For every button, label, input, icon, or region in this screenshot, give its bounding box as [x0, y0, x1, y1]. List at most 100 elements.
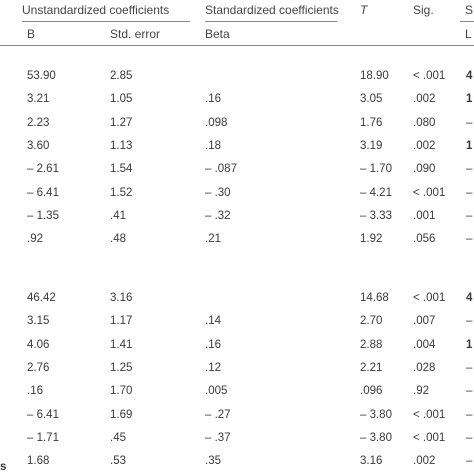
- header-col-b: B: [27, 27, 36, 41]
- cell-beta: .12: [205, 361, 221, 374]
- cell-std-error: 1.13: [110, 139, 133, 152]
- cell-t: 1.92: [360, 233, 383, 246]
- cell-edge: 4: [466, 292, 473, 304]
- cell-std-error: 1.69: [110, 408, 133, 421]
- cell-t: 3.16: [360, 455, 383, 468]
- cell-b: 2.76: [27, 361, 50, 374]
- cell-t: 1.76: [360, 116, 383, 129]
- cell-t: – 3.33: [360, 209, 392, 222]
- cell-t: – 3.80: [360, 408, 392, 421]
- cell-t: 2.88: [360, 338, 383, 351]
- cell-b: 2.23: [27, 116, 50, 129]
- cell-std-error: 1.54: [110, 163, 133, 176]
- cell-b: – 1.35: [27, 209, 59, 222]
- cell-sig: .002: [413, 455, 436, 468]
- header-standardized-coefficients: Standardized coefficients: [205, 3, 339, 17]
- cell-beta: .21: [205, 233, 221, 246]
- cell-edge: 1: [466, 93, 473, 106]
- cell-std-error: 2.85: [110, 70, 133, 82]
- cell-sig: < .001: [413, 431, 446, 444]
- cell-edge: 1: [466, 338, 473, 351]
- cell-edge: –: [466, 233, 473, 246]
- cell-t: – 4.21: [360, 186, 392, 199]
- header-edge-top: S: [465, 3, 474, 17]
- cell-std-error: .45: [110, 431, 126, 444]
- cell-b: 1.68: [27, 455, 50, 468]
- header-unstandardized-rule: [22, 21, 190, 22]
- header-col-std-error: Std. error: [110, 27, 161, 41]
- cell-std-error: 1.17: [110, 315, 133, 328]
- cell-beta: – .32: [205, 209, 231, 222]
- cell-t: 18.90: [360, 70, 389, 82]
- cell-edge: –: [466, 408, 473, 421]
- cell-edge: –: [466, 455, 473, 468]
- cell-beta: – .27: [205, 408, 231, 421]
- cell-b: – 2.61: [27, 163, 59, 176]
- cell-sig: .080: [413, 116, 436, 129]
- cell-t: 2.70: [360, 315, 383, 328]
- header-standardized-rule: [205, 21, 337, 22]
- cell-edge: –: [466, 361, 473, 374]
- cell-std-error: .41: [110, 209, 126, 222]
- header-col-beta: Beta: [205, 27, 230, 41]
- cell-beta: .18: [205, 139, 221, 152]
- cell-b: – 1.71: [27, 431, 59, 444]
- cell-b: – 6.41: [27, 186, 59, 199]
- cell-sig: .007: [413, 315, 436, 328]
- cell-edge: 4: [466, 70, 473, 82]
- cell-edge: –: [466, 315, 473, 328]
- cell-sig: .056: [413, 233, 436, 246]
- header-unstandardized-coefficients: Unstandardized coefficients: [22, 3, 170, 17]
- cell-t: 14.68: [360, 292, 389, 304]
- cell-beta: .35: [205, 455, 221, 468]
- cell-std-error: 1.70: [110, 385, 133, 398]
- cell-b: .16: [27, 385, 43, 398]
- cell-edge: –: [466, 431, 473, 444]
- cell-std-error: 1.41: [110, 338, 133, 351]
- cell-std-error: .53: [110, 455, 126, 468]
- header-edge-rule: [460, 21, 474, 22]
- cell-edge: 1: [466, 139, 473, 152]
- cell-t: – 1.70: [360, 163, 392, 176]
- cell-b: 46.42: [27, 292, 56, 304]
- header-t: T: [360, 3, 368, 17]
- cell-std-error: 1.27: [110, 116, 133, 129]
- cell-beta: – .30: [205, 186, 231, 199]
- cell-t: 2.21: [360, 361, 383, 374]
- cell-edge: –: [466, 385, 473, 398]
- cell-std-error: 3.16: [110, 292, 133, 304]
- cell-t: 3.19: [360, 139, 383, 152]
- cell-beta: .098: [205, 116, 228, 129]
- cell-sig: .92: [413, 385, 429, 398]
- cell-sig: < .001: [413, 408, 446, 421]
- cell-beta: .16: [205, 93, 221, 106]
- cell-std-error: 1.52: [110, 186, 133, 199]
- cell-sig: .001: [413, 209, 436, 222]
- cell-sig: < .001: [413, 292, 446, 304]
- cell-beta: – .37: [205, 431, 231, 444]
- cell-std-error: 1.25: [110, 361, 133, 374]
- cell-beta: – .087: [205, 163, 237, 176]
- cell-t: 3.05: [360, 93, 383, 106]
- cell-sig: .090: [413, 163, 436, 176]
- cell-sig: .002: [413, 93, 436, 106]
- cell-sig: < .001: [413, 186, 446, 199]
- cell-edge: –: [466, 186, 473, 199]
- cell-sig: .002: [413, 139, 436, 152]
- cell-beta: .16: [205, 338, 221, 351]
- header-sig: Sig.: [413, 3, 434, 17]
- header-bottom-rule: [0, 45, 474, 46]
- cell-b: 4.06: [27, 338, 50, 351]
- cell-std-error: .48: [110, 233, 126, 246]
- cell-b: .92: [27, 233, 43, 246]
- cell-beta: .14: [205, 315, 221, 328]
- left-edge-label: s: [0, 461, 7, 473]
- header-edge-sub: L: [465, 27, 472, 41]
- cell-edge: –: [466, 209, 473, 222]
- cell-t: – 3.80: [360, 431, 392, 444]
- cell-b: 53.90: [27, 70, 56, 82]
- cell-sig: < .001: [413, 70, 446, 82]
- cell-b: 3.15: [27, 315, 50, 328]
- cell-b: 3.60: [27, 139, 50, 152]
- cell-beta: .005: [205, 385, 228, 398]
